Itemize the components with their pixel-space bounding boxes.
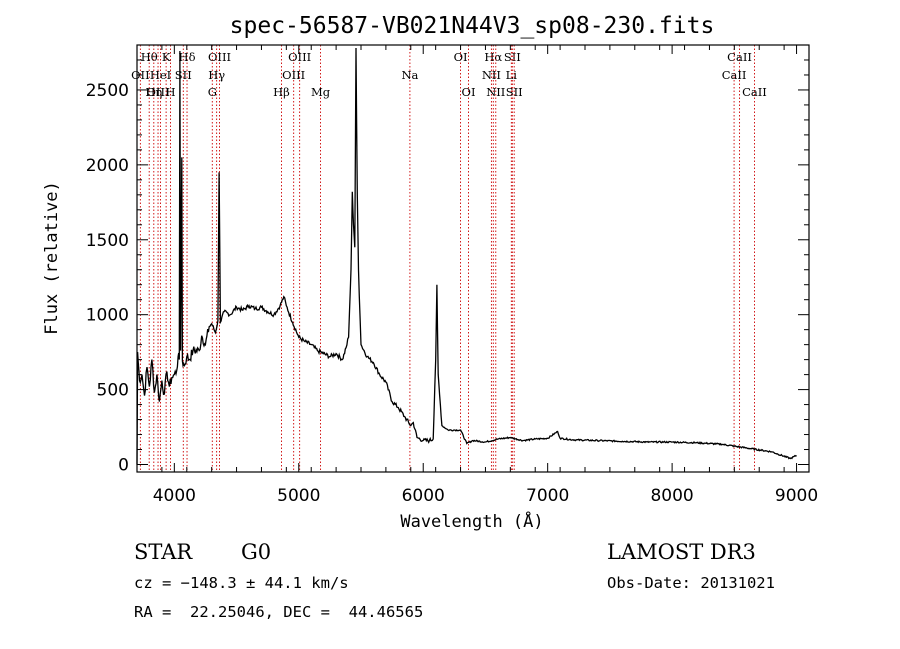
- line-label-20: NII: [482, 68, 501, 82]
- line-label-24: SII: [506, 85, 523, 99]
- line-label-11: G: [208, 85, 217, 99]
- line-label-14: Hβ: [273, 85, 290, 99]
- x-tick-label-0: 4000: [153, 486, 196, 506]
- line-label-4: HeI: [150, 68, 171, 82]
- chart-title: spec-56587-VB021N44V3_sp08-230.fits: [230, 13, 715, 39]
- line-label-2: OIII: [146, 85, 169, 99]
- line-label-6: SII: [175, 68, 192, 82]
- line-label-18: OI: [462, 85, 476, 99]
- x-tick-label-2: 6000: [402, 486, 445, 506]
- plot-frame: [136, 44, 810, 473]
- line-label-10: Hγ: [208, 68, 225, 82]
- line-label-25: CaII: [727, 50, 752, 64]
- x-axis-label: Wavelength (Å): [400, 510, 543, 532]
- redshift-cz: cz = −148.3 ± 44.1 km/s: [134, 574, 349, 592]
- survey-name: LAMOST DR3: [607, 540, 756, 564]
- line-label-13: OIII: [282, 68, 305, 82]
- ra-dec: RA = 22.25046, DEC = 44.46565: [134, 603, 424, 621]
- line-label-22: SII: [504, 50, 521, 64]
- y-tick-label-1: 500: [97, 381, 129, 401]
- axis-ticks: 4000 5000 6000 7000 8000 9000 0 500 1000 1500 2000…: [86, 44, 818, 506]
- object-class: STAR: [134, 540, 193, 564]
- line-label-9: OIII: [208, 50, 231, 64]
- line-label-12: OIII: [288, 50, 311, 64]
- line-label-3: K: [162, 50, 171, 64]
- observation-date: Obs-Date: 20131021: [607, 574, 775, 592]
- spectrum-line: [136, 47, 797, 465]
- line-label-8: Hδ: [179, 50, 196, 64]
- line-label-0: Hθ: [141, 50, 158, 64]
- line-label-26: CaII: [722, 68, 747, 82]
- line-label-17: OI: [454, 50, 468, 64]
- y-axis-label: Flux (relative): [42, 181, 62, 335]
- line-label-7: H: [165, 85, 175, 99]
- y-tick-label-0: 0: [118, 456, 129, 476]
- line-label-23: Li: [506, 68, 518, 82]
- y-tick-label-5: 2500: [86, 81, 129, 101]
- line-label-5: Hη: [145, 85, 162, 99]
- x-tick-label-3: 7000: [526, 486, 569, 506]
- y-tick-label-4: 2000: [86, 156, 129, 176]
- x-tick-label-5: 9000: [775, 486, 818, 506]
- line-label-19: Hα: [484, 50, 502, 64]
- spectrum-chart: spec-56587-VB021N44V3_sp08-230.fits Hθ OI…: [42, 13, 818, 532]
- y-tick-label-3: 1500: [86, 231, 129, 251]
- line-label-16: Na: [401, 68, 418, 82]
- x-tick-label-1: 5000: [277, 486, 320, 506]
- y-tick-label-2: 1000: [86, 306, 129, 326]
- line-label-15: Mg: [311, 85, 331, 99]
- line-label-27: CaII: [742, 85, 767, 99]
- line-label-21: NII: [486, 85, 505, 99]
- object-subclass: G0: [241, 540, 272, 564]
- x-tick-label-4: 8000: [650, 486, 693, 506]
